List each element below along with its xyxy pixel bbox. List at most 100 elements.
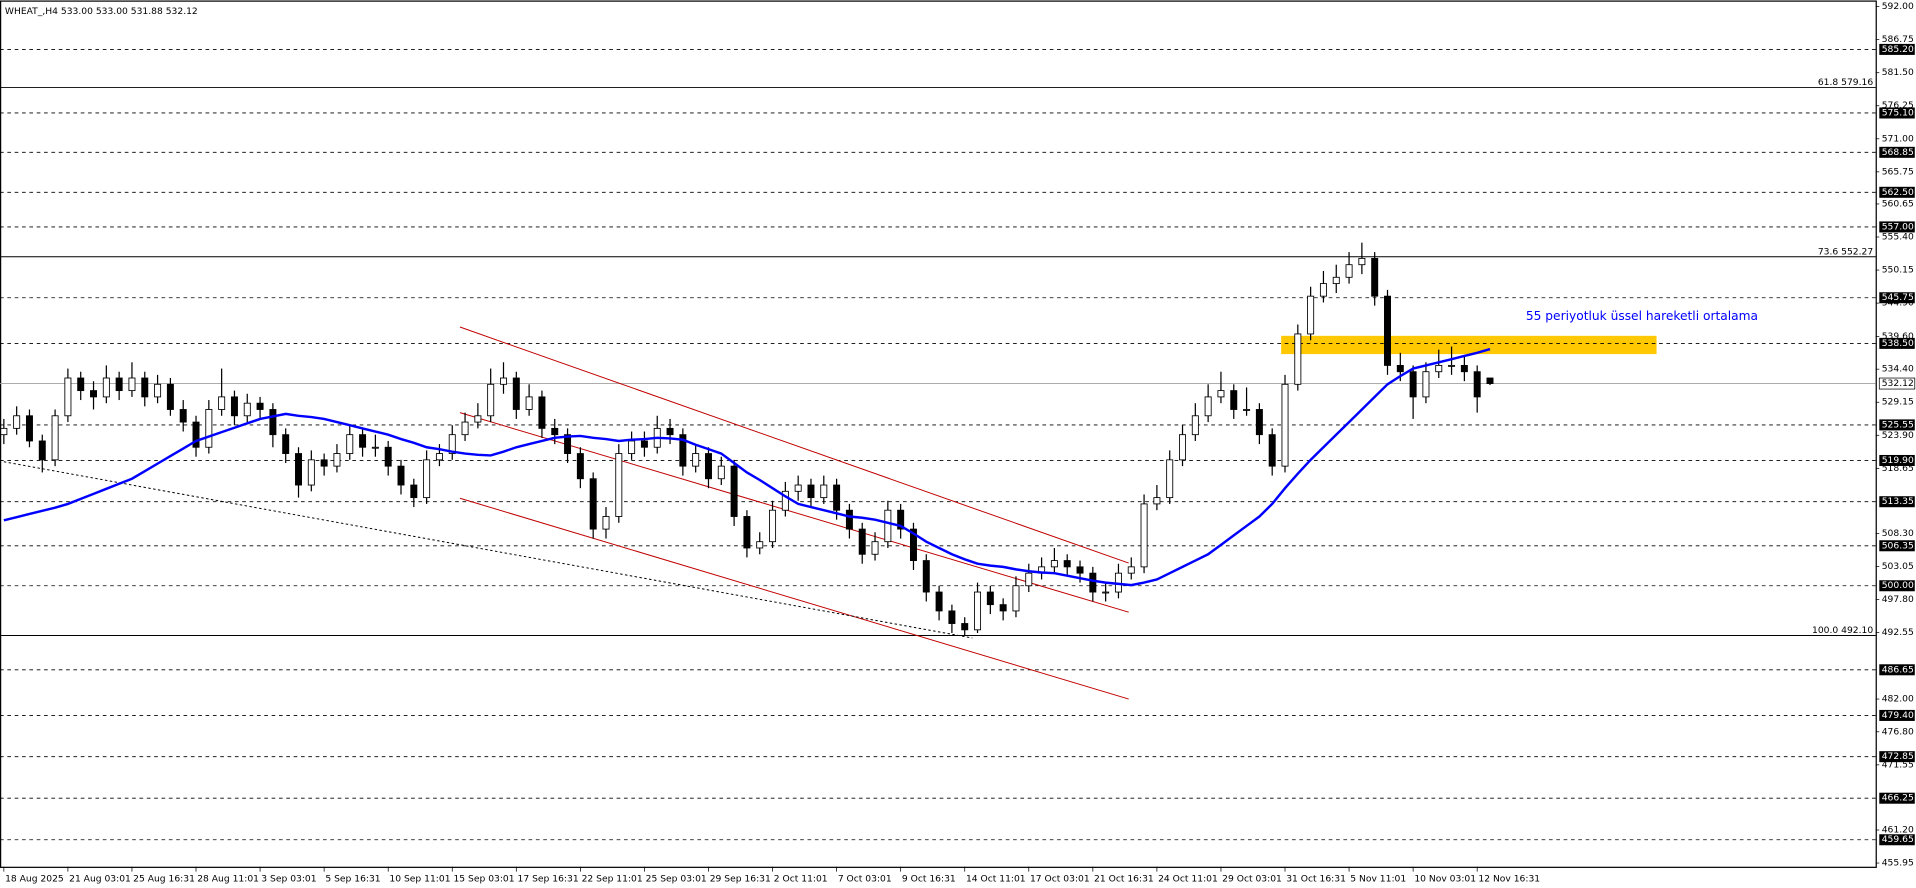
x-tick-label: 2 Oct 11:01 xyxy=(774,873,828,884)
candle-body xyxy=(1409,371,1417,398)
candle-body xyxy=(845,509,853,530)
x-tick-label: 10 Nov 03:01 xyxy=(1414,873,1476,884)
candle-body xyxy=(397,465,405,486)
y-tick-label: 592.00 xyxy=(1882,1,1914,12)
candle-body xyxy=(1191,415,1199,436)
y-tick-label: 534.40 xyxy=(1882,364,1914,375)
level-label-box xyxy=(1879,454,1915,466)
level-label: 538.50 xyxy=(1882,338,1914,349)
candle-body xyxy=(230,396,238,417)
candle-body xyxy=(1127,566,1135,574)
y-tick-label: 576.25 xyxy=(1882,100,1914,111)
candle-body xyxy=(346,434,354,454)
level-label-box xyxy=(1879,186,1915,198)
candle-body xyxy=(1319,283,1327,297)
candle-body xyxy=(679,434,687,467)
level-label-box xyxy=(1879,834,1915,846)
candle-body xyxy=(192,421,200,448)
x-tick-label: 5 Nov 11:01 xyxy=(1350,873,1406,884)
chart-title: WHEAT_,H4 533.00 533.00 531.88 532.12 xyxy=(5,6,198,17)
x-tick-label: 25 Sep 03:01 xyxy=(646,873,707,884)
level-label: 500.00 xyxy=(1882,580,1914,591)
candle-body xyxy=(743,516,751,549)
y-tick-label: 476.80 xyxy=(1882,726,1914,737)
candle-body xyxy=(858,528,866,555)
x-tick-label: 9 Oct 16:31 xyxy=(902,873,956,884)
candle-body xyxy=(871,541,879,555)
candle-body xyxy=(1153,497,1161,505)
candle-body xyxy=(525,396,533,410)
candle-body xyxy=(115,377,123,392)
y-tick-label: 550.15 xyxy=(1882,265,1914,276)
y-tick-label: 497.80 xyxy=(1882,594,1914,605)
x-tick-label: 22 Sep 11:01 xyxy=(582,873,643,884)
level-label: 545.75 xyxy=(1882,292,1914,303)
candle-body xyxy=(0,427,8,436)
candle-body xyxy=(1281,383,1289,467)
candle-body xyxy=(1166,459,1174,499)
candle-body xyxy=(51,415,59,461)
candle-body xyxy=(500,377,507,385)
level-label-box xyxy=(1879,751,1915,763)
candle-body xyxy=(666,427,674,436)
x-tick-label: 12 Nov 16:31 xyxy=(1478,873,1540,884)
candle-body xyxy=(320,459,328,467)
candle-body xyxy=(1422,371,1430,398)
candle-body xyxy=(128,377,136,392)
candle-body xyxy=(628,440,636,454)
candle-body xyxy=(756,541,764,549)
level-label: 562.50 xyxy=(1882,187,1914,198)
candle-body xyxy=(1371,257,1379,297)
x-tick-label: 18 Aug 2025 xyxy=(5,873,64,884)
candle-body xyxy=(102,377,110,398)
candle-body xyxy=(922,560,930,593)
candle-body xyxy=(807,484,815,499)
y-tick-label: 523.90 xyxy=(1882,430,1914,441)
candle-body xyxy=(64,377,72,417)
candle-body xyxy=(1179,434,1187,461)
candle-body xyxy=(90,390,98,398)
candle-body xyxy=(38,440,46,461)
candle-body xyxy=(538,396,546,429)
x-tick-label: 25 Aug 16:31 xyxy=(133,873,195,884)
y-tick-label: 571.00 xyxy=(1882,133,1914,144)
candle-body xyxy=(1243,409,1251,411)
y-tick-label: 508.30 xyxy=(1882,528,1914,539)
candle-body xyxy=(166,383,174,410)
candle-body xyxy=(602,516,610,530)
candle-body xyxy=(794,484,802,492)
trend-line xyxy=(459,412,1129,613)
candle-body xyxy=(282,434,290,454)
candle-body xyxy=(1063,560,1071,568)
candle-body xyxy=(13,415,21,429)
candle-body xyxy=(1473,371,1481,398)
candle-body xyxy=(1050,560,1058,568)
level-label: 519.90 xyxy=(1882,455,1914,466)
candle-body xyxy=(307,459,315,486)
fibo-label: 73.6 552.27 xyxy=(1818,246,1874,257)
y-tick-label: 482.00 xyxy=(1882,694,1914,705)
candle-body xyxy=(909,528,917,561)
candle-body xyxy=(730,465,738,517)
x-tick-label: 28 Aug 11:01 xyxy=(197,873,259,884)
x-tick-label: 17 Sep 16:31 xyxy=(518,873,579,884)
x-tick-label: 7 Oct 03:01 xyxy=(838,873,892,884)
level-label: 486.65 xyxy=(1882,664,1914,675)
x-tick-label: 17 Oct 03:01 xyxy=(1030,873,1090,884)
candle-body xyxy=(935,591,943,612)
candle-body xyxy=(25,415,33,442)
candle-body xyxy=(986,591,994,606)
level-label: 575.10 xyxy=(1882,107,1914,118)
y-tick-label: 471.55 xyxy=(1882,759,1914,770)
candle-body xyxy=(564,434,572,454)
candle-body xyxy=(448,434,456,454)
candle-body xyxy=(1255,409,1263,436)
candle-body xyxy=(243,402,251,417)
candle-body xyxy=(833,484,841,511)
candle-body xyxy=(1217,390,1225,398)
level-label-box xyxy=(1879,792,1915,804)
level-label-box xyxy=(1879,496,1915,508)
y-tick-label: 539.60 xyxy=(1882,331,1914,342)
candle-body xyxy=(179,409,187,423)
